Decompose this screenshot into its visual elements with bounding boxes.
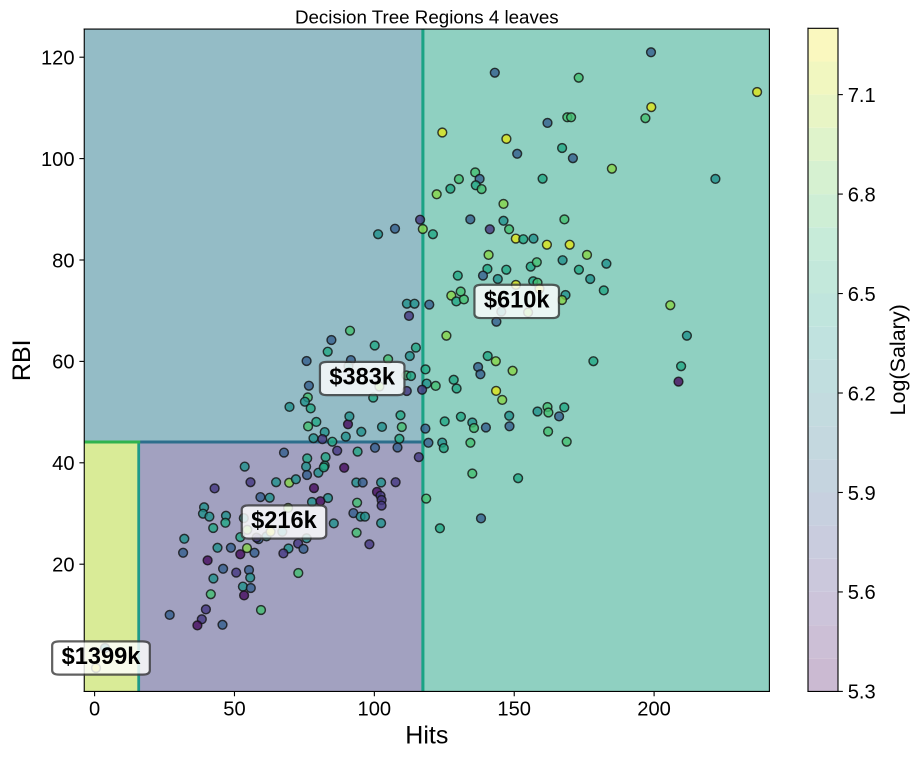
svg-text:6.5: 6.5 [848, 284, 876, 306]
svg-text:$383k: $383k [329, 365, 396, 391]
svg-text:100: 100 [41, 149, 75, 171]
svg-text:150: 150 [497, 699, 531, 721]
svg-text:5.3: 5.3 [848, 682, 876, 704]
svg-text:120: 120 [41, 47, 75, 69]
svg-text:80: 80 [52, 250, 74, 272]
svg-text:6.2: 6.2 [848, 383, 876, 405]
svg-text:RBI: RBI [8, 339, 36, 381]
svg-text:40: 40 [52, 453, 74, 475]
svg-text:6.8: 6.8 [848, 184, 876, 206]
svg-text:Decision Tree Regions 4 leaves: Decision Tree Regions 4 leaves [295, 7, 559, 28]
svg-text:$610k: $610k [484, 288, 551, 314]
svg-text:Log(Salary): Log(Salary) [886, 304, 910, 415]
svg-text:$216k: $216k [251, 508, 318, 534]
svg-text:100: 100 [358, 699, 392, 721]
svg-text:7.1: 7.1 [848, 85, 876, 107]
svg-text:5.6: 5.6 [848, 582, 876, 604]
svg-text:60: 60 [52, 352, 74, 374]
svg-text:50: 50 [223, 699, 245, 721]
svg-text:20: 20 [52, 554, 74, 576]
svg-text:5.9: 5.9 [848, 483, 876, 505]
svg-text:$1399k: $1399k [62, 644, 142, 670]
svg-text:Hits: Hits [405, 722, 448, 750]
svg-text:200: 200 [637, 699, 671, 721]
svg-text:0: 0 [89, 699, 100, 721]
